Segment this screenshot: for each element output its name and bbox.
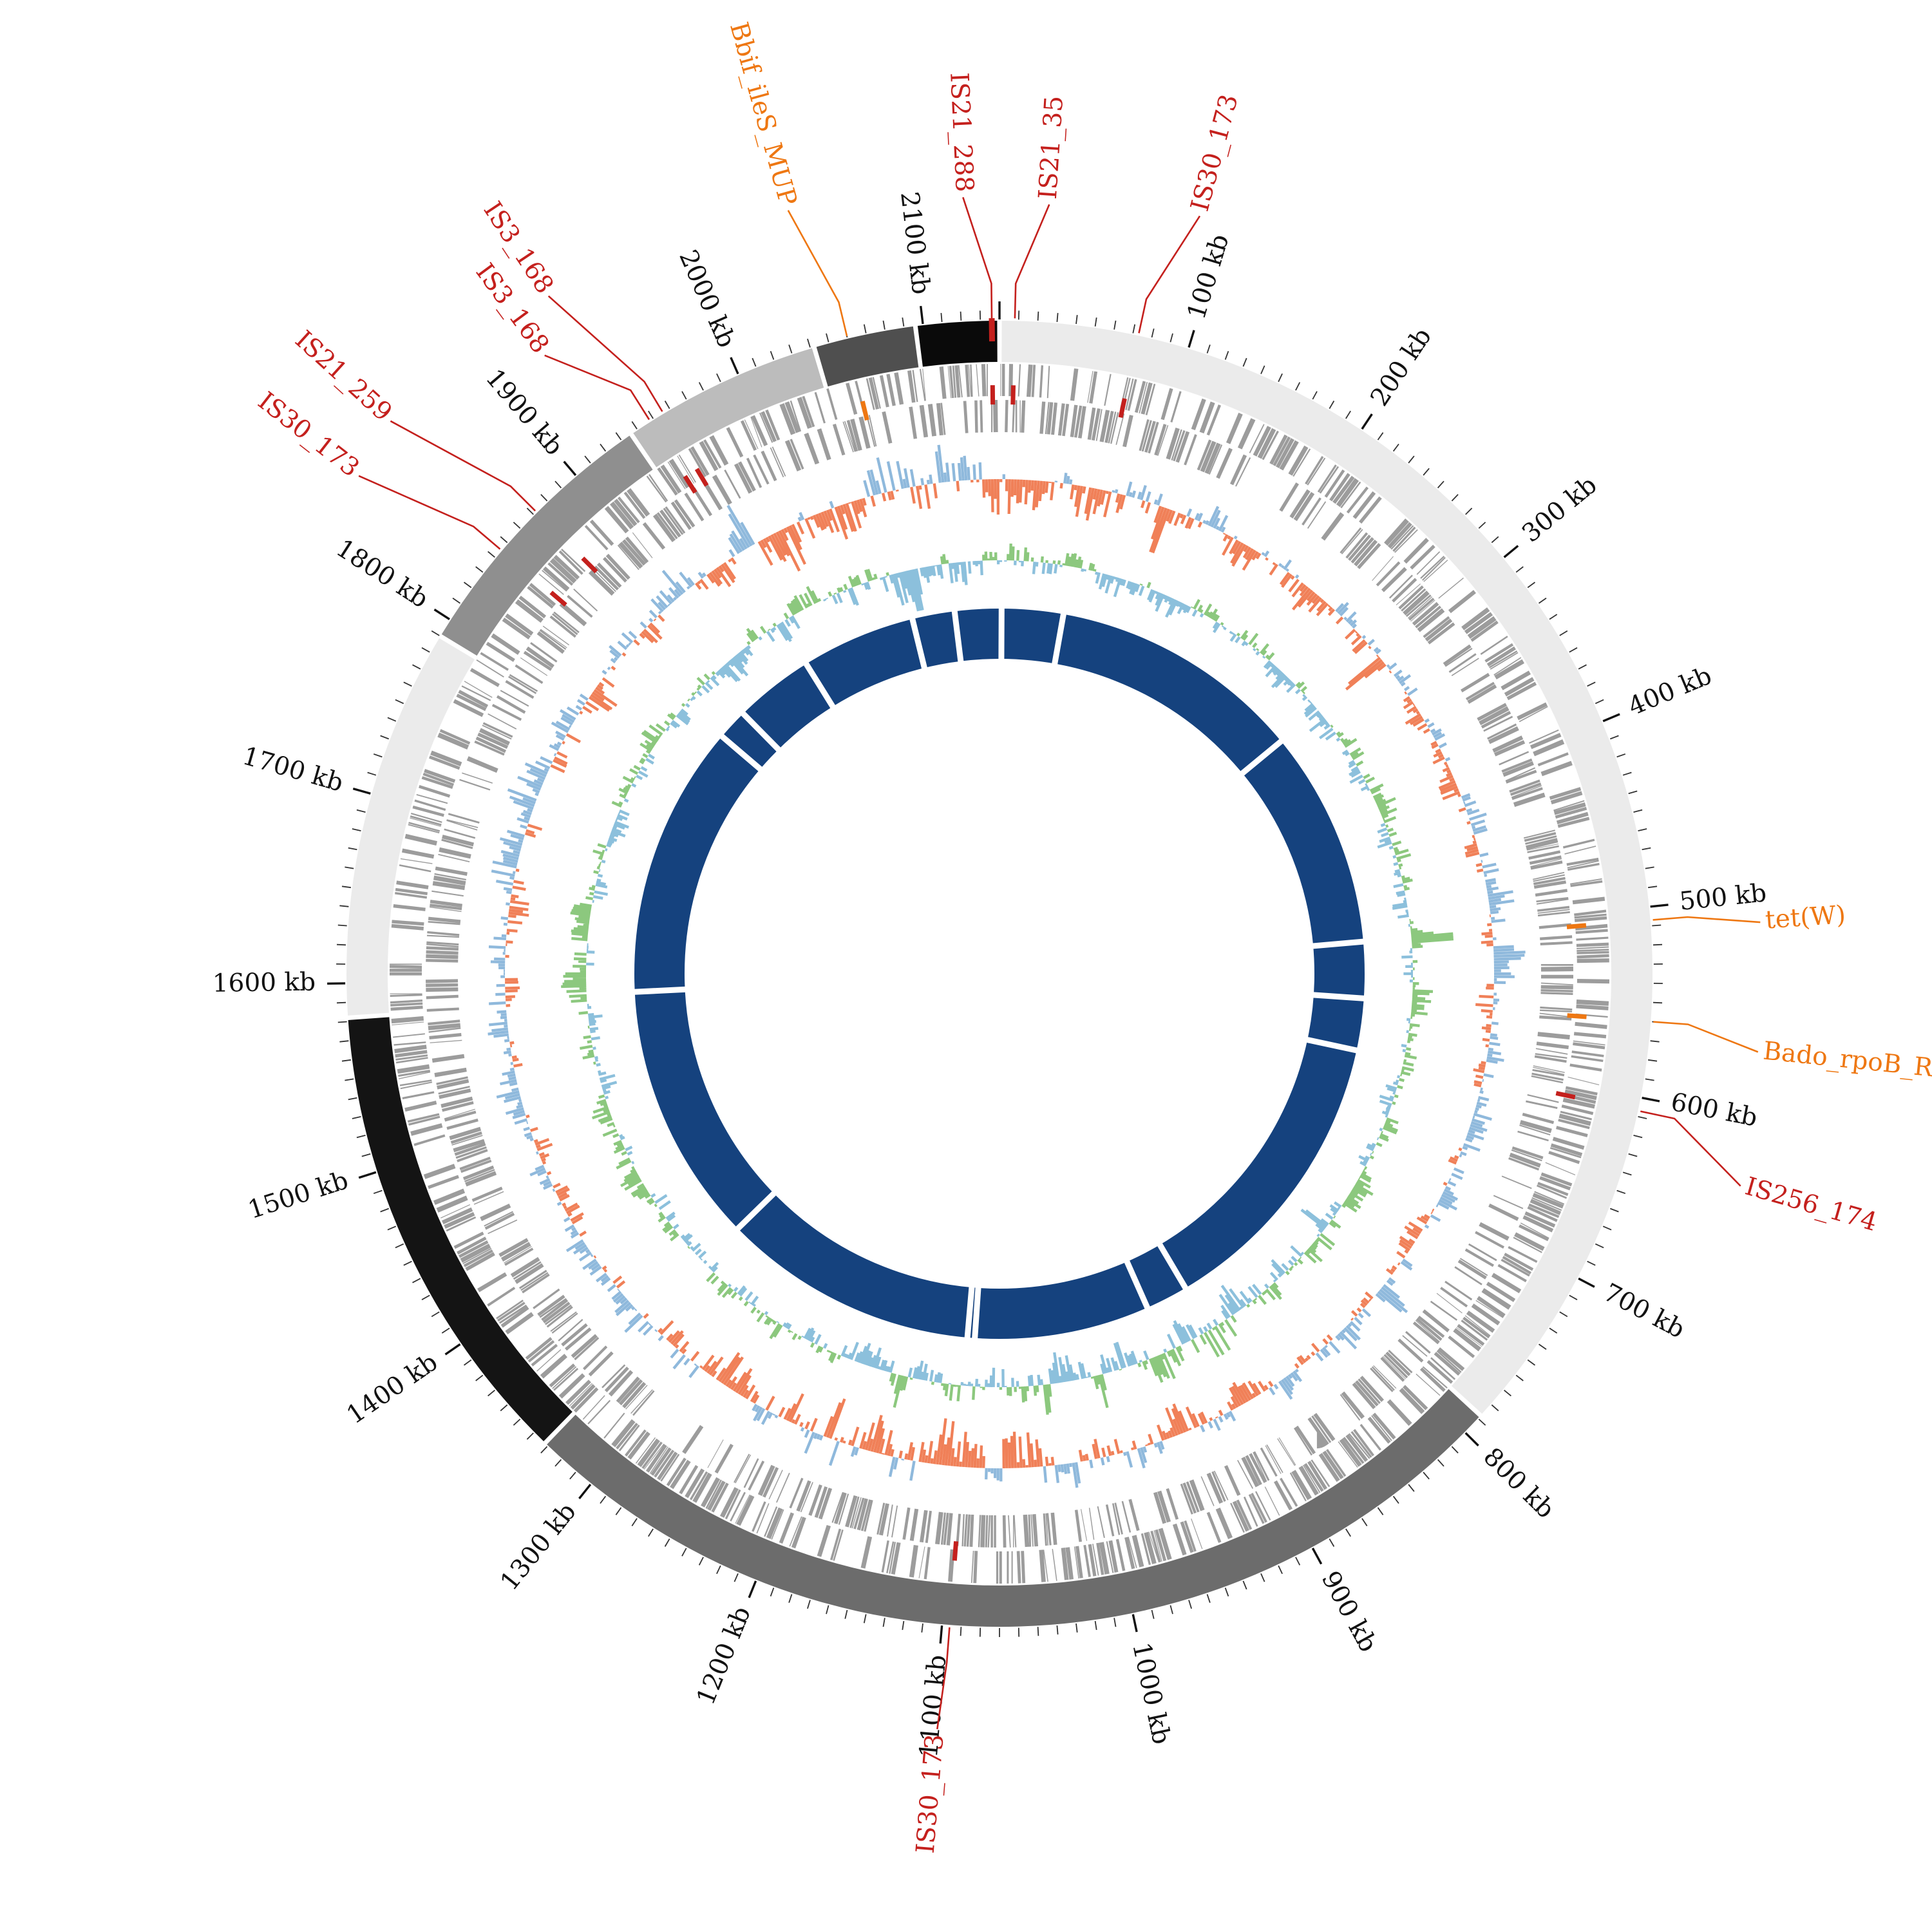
gene-label: Bado_rpoB_RIF <box>1762 1036 1932 1085</box>
tick-label: 1500 kb <box>245 1166 352 1225</box>
tick-label: 2000 kb <box>673 246 741 352</box>
gene-marker <box>1118 398 1127 418</box>
gene-marker <box>581 556 598 574</box>
contig-segment <box>346 638 475 1016</box>
contig-segment-ring <box>346 321 1653 1627</box>
contig-segment <box>348 1017 573 1441</box>
gene-marker <box>1010 385 1016 405</box>
gene-leader-line <box>936 1627 951 1730</box>
tick-label: 1000 kb <box>1126 1640 1176 1747</box>
gene-tile-ring <box>389 363 1609 1584</box>
gene-markers <box>549 318 1587 1561</box>
gene-label: tet(W) <box>1765 900 1847 934</box>
gene-leader-line <box>787 209 848 337</box>
contig-segment <box>917 321 998 367</box>
gene-label: Bbif_ileS_MUP <box>724 19 802 209</box>
gene-marker <box>1567 1013 1587 1019</box>
gene-marker <box>1566 923 1587 929</box>
gene-marker <box>952 1541 959 1561</box>
tick-label: 1300 kb <box>495 1497 582 1596</box>
gc-skew-ring-negative <box>586 560 1413 1388</box>
major-ticks <box>327 301 1669 1644</box>
tick-label: 400 kb <box>1624 661 1716 722</box>
gene-marker <box>1555 1091 1576 1100</box>
tick-label: 1800 kb <box>331 534 433 614</box>
gene-leader-line <box>1653 916 1761 923</box>
forward-strand-tiles <box>389 363 1609 1584</box>
tick-label: 500 kb <box>1678 878 1768 916</box>
gc-content-ring <box>488 444 1526 1488</box>
gene-leader-line <box>962 196 993 319</box>
contig-segment <box>441 435 653 656</box>
scale-tick-ring <box>327 301 1669 1644</box>
alignment-ring <box>632 606 1367 1341</box>
gene-label: IS30_173 <box>252 386 365 483</box>
gene-leader-line <box>358 475 501 550</box>
gene-leader-line <box>544 354 650 421</box>
gene-leader-line <box>1138 215 1201 334</box>
tick-label: 1700 kb <box>239 741 346 797</box>
gene-label: IS21_35 <box>1034 95 1069 200</box>
tick-label: 200 kb <box>1365 323 1437 412</box>
tick-label: 1900 kb <box>480 364 569 461</box>
tick-label: 700 kb <box>1598 1278 1689 1344</box>
gene-leader-line <box>1014 204 1050 319</box>
gene-leader-lines <box>358 196 1761 1730</box>
contig-segment <box>1001 321 1653 1414</box>
gene-marker <box>860 401 869 421</box>
gc-content-ring-negative <box>505 478 1494 1469</box>
gene-leader-line <box>547 295 663 412</box>
tick-label: 2100 kb <box>895 190 935 296</box>
minor-ticks <box>336 310 1663 1637</box>
gene-leader-line <box>390 420 536 512</box>
tick-label: 300 kb <box>1517 471 1602 549</box>
gene-label: IS21_259 <box>289 325 397 427</box>
tick-label: 800 kb <box>1477 1443 1560 1524</box>
gc-skew-ring <box>561 544 1454 1415</box>
contig-segment <box>547 1389 1479 1627</box>
tick-label: 1200 kb <box>691 1602 757 1709</box>
alignment-gaps <box>632 606 1367 1341</box>
contig-segment <box>816 326 919 387</box>
contig-segment <box>633 348 824 468</box>
tick-label: 100 kb <box>1182 231 1235 323</box>
gene-marker <box>694 468 709 487</box>
gene-label: IS21_288 <box>944 72 979 193</box>
gene-marker <box>549 591 567 607</box>
gene-leader-line <box>1653 1021 1759 1053</box>
gene-marker <box>683 475 697 494</box>
tick-label: 1600 kb <box>213 968 316 998</box>
reverse-strand-tiles <box>426 400 1574 1548</box>
tick-label: 900 kb <box>1316 1566 1383 1656</box>
gene-label: IS256_174 <box>1742 1172 1880 1237</box>
tick-label: 1400 kb <box>341 1348 443 1430</box>
gc-content-ring-positive <box>488 444 1526 1488</box>
gc-skew-ring-positive <box>561 544 1454 1415</box>
gene-leader-line <box>1640 1110 1741 1187</box>
gene-label: IS30_173 <box>1186 91 1244 214</box>
